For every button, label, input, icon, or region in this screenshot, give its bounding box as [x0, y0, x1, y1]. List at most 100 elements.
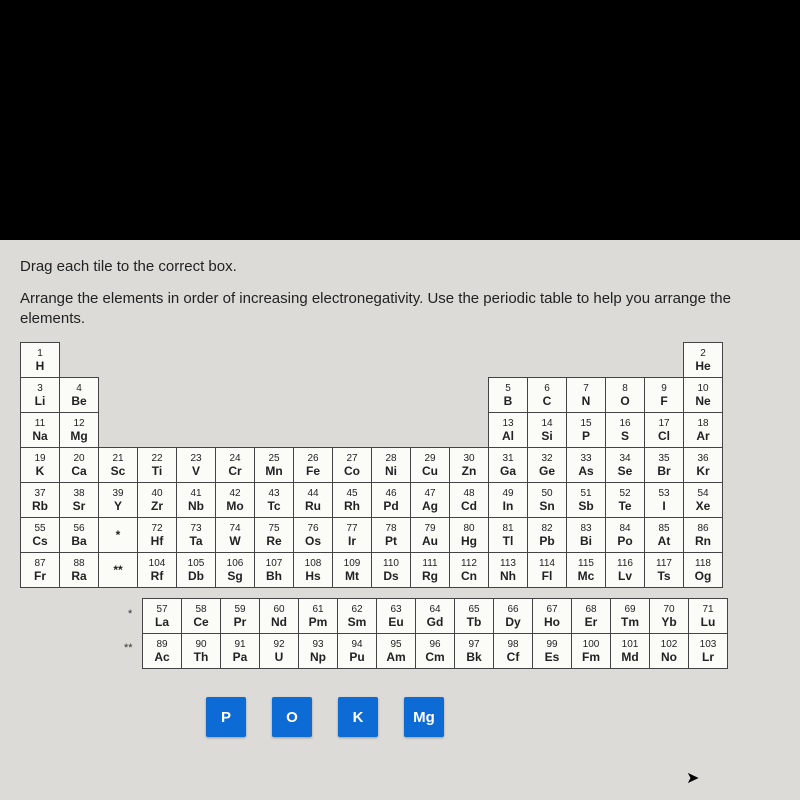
element-symbol: Hs	[294, 570, 332, 582]
draggable-tile[interactable]: K	[338, 697, 378, 737]
element-cell: 34Se	[606, 448, 645, 483]
element-cell: 26Fe	[294, 448, 333, 483]
element-symbol: Co	[333, 465, 371, 477]
element-symbol: Lv	[606, 570, 644, 582]
element-symbol: Nb	[177, 500, 215, 512]
element-symbol: *	[99, 529, 137, 541]
element-cell: 45Rh	[333, 483, 372, 518]
element-cell: 98Cf	[494, 634, 533, 669]
element-symbol: Ga	[489, 465, 527, 477]
element-symbol: Ne	[684, 395, 722, 407]
draggable-tile[interactable]: P	[206, 697, 246, 737]
element-cell: 74W	[216, 518, 255, 553]
element-symbol: Pr	[221, 616, 259, 628]
element-symbol: Rf	[138, 570, 176, 582]
element-symbol: Cf	[494, 651, 532, 663]
element-cell: 39Y	[99, 483, 138, 518]
element-symbol: Am	[377, 651, 415, 663]
element-cell: 1H	[21, 343, 60, 378]
element-symbol: Sg	[216, 570, 254, 582]
element-cell: 63Eu	[377, 599, 416, 634]
element-symbol: Xe	[684, 500, 722, 512]
element-cell: 43Tc	[255, 483, 294, 518]
periodic-table: 1H2He3Li4Be5B6C7N8O9F10Ne11Na12Mg13Al14S…	[20, 342, 782, 669]
element-cell: 78Pt	[372, 518, 411, 553]
element-symbol: Sn	[528, 500, 566, 512]
element-symbol: Dy	[494, 616, 532, 628]
exercise-page: Drag each tile to the correct box. Arran…	[0, 240, 800, 800]
element-symbol: As	[567, 465, 605, 477]
element-symbol: I	[645, 500, 683, 512]
element-cell: 70Yb	[650, 599, 689, 634]
element-cell: 85At	[645, 518, 684, 553]
element-cell: 82Pb	[528, 518, 567, 553]
element-symbol: Bi	[567, 535, 605, 547]
element-cell: 35Br	[645, 448, 684, 483]
element-symbol: Al	[489, 430, 527, 442]
element-cell: 44Ru	[294, 483, 333, 518]
element-cell: 18Ar	[684, 413, 723, 448]
element-cell: 87Fr	[21, 553, 60, 588]
element-cell: 25Mn	[255, 448, 294, 483]
element-cell: 65Tb	[455, 599, 494, 634]
periodic-table-main: 1H2He3Li4Be5B6C7N8O9F10Ne11Na12Mg13Al14S…	[20, 342, 723, 588]
element-symbol: Rh	[333, 500, 371, 512]
element-symbol: Mo	[216, 500, 254, 512]
element-cell: 115Mc	[567, 553, 606, 588]
element-symbol: Mg	[60, 430, 98, 442]
element-cell: 46Pd	[372, 483, 411, 518]
element-cell: 22Ti	[138, 448, 177, 483]
element-cell: 17Cl	[645, 413, 684, 448]
element-cell: 33As	[567, 448, 606, 483]
element-symbol: Tb	[455, 616, 493, 628]
element-cell: 89Ac	[143, 634, 182, 669]
element-cell: 113Nh	[489, 553, 528, 588]
element-cell: 111Rg	[411, 553, 450, 588]
element-symbol: Nh	[489, 570, 527, 582]
element-cell: 15P	[567, 413, 606, 448]
element-symbol: Sc	[99, 465, 137, 477]
element-cell: 9F	[645, 378, 684, 413]
element-symbol: O	[606, 395, 644, 407]
element-symbol: Ru	[294, 500, 332, 512]
element-symbol: F	[645, 395, 683, 407]
element-symbol: Cr	[216, 465, 254, 477]
element-cell: 10Ne	[684, 378, 723, 413]
element-cell: 38Sr	[60, 483, 99, 518]
element-cell: 66Dy	[494, 599, 533, 634]
element-symbol: Og	[684, 570, 722, 582]
element-symbol: Hf	[138, 535, 176, 547]
element-cell: 47Ag	[411, 483, 450, 518]
element-symbol: Ir	[333, 535, 371, 547]
element-symbol: Ba	[60, 535, 98, 547]
element-symbol: Na	[21, 430, 59, 442]
element-symbol: In	[489, 500, 527, 512]
element-cell: 19K	[21, 448, 60, 483]
element-cell: 107Bh	[255, 553, 294, 588]
element-symbol: Mn	[255, 465, 293, 477]
element-symbol: Zn	[450, 465, 488, 477]
element-cell: 13Al	[489, 413, 528, 448]
element-cell: 55Cs	[21, 518, 60, 553]
element-cell: 36Kr	[684, 448, 723, 483]
element-symbol: La	[143, 616, 181, 628]
element-cell: 110Ds	[372, 553, 411, 588]
lanthanide-marker: *	[128, 608, 132, 620]
element-cell: 76Os	[294, 518, 333, 553]
element-cell: 21Sc	[99, 448, 138, 483]
element-symbol: Cd	[450, 500, 488, 512]
element-symbol: Sr	[60, 500, 98, 512]
element-symbol: H	[21, 360, 59, 372]
element-symbol: Y	[99, 500, 137, 512]
element-cell: 101Md	[611, 634, 650, 669]
element-cell: 116Lv	[606, 553, 645, 588]
draggable-tile[interactable]: O	[272, 697, 312, 737]
element-symbol: Cs	[21, 535, 59, 547]
element-cell: 73Ta	[177, 518, 216, 553]
element-cell: 57La	[143, 599, 182, 634]
element-cell: 8O	[606, 378, 645, 413]
element-cell: 49In	[489, 483, 528, 518]
element-cell: 102No	[650, 634, 689, 669]
draggable-tile[interactable]: Mg	[404, 697, 444, 737]
element-symbol: Md	[611, 651, 649, 663]
